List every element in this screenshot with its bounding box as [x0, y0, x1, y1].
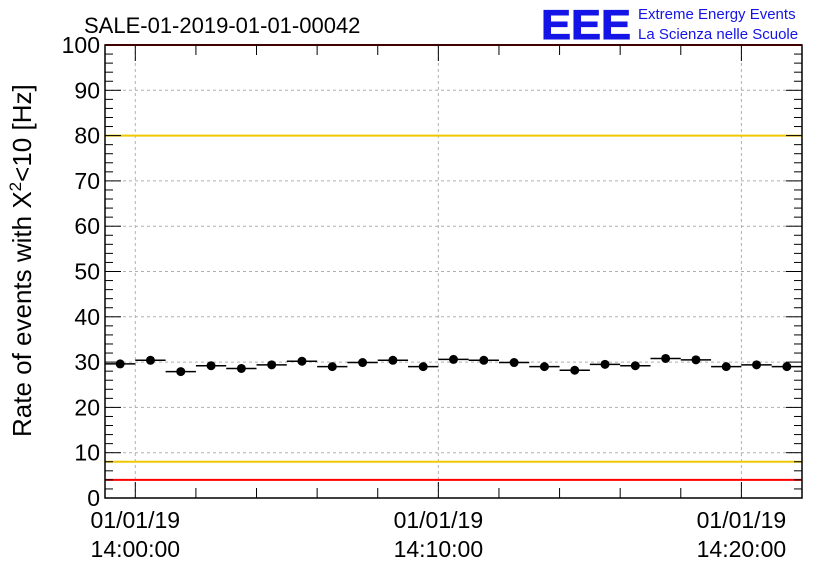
logo-line-1: Extreme Energy Events	[638, 6, 796, 23]
data-point	[347, 358, 378, 368]
y-tick-labels: 0 10 20 30 40 50 60 70 80 90 100	[62, 32, 100, 511]
data-point	[680, 355, 712, 365]
y-axis-title-main: Rate of events with X	[7, 191, 37, 437]
data-point	[135, 355, 166, 365]
point-marker	[752, 360, 762, 370]
data-point	[529, 362, 560, 372]
point-marker	[115, 359, 125, 369]
point-marker	[479, 355, 489, 365]
point-marker	[418, 362, 428, 372]
y-tick-label: 50	[74, 259, 100, 285]
logo-line-2: La Scienza nelle Scuole	[638, 26, 798, 43]
data-point	[377, 355, 409, 365]
point-marker	[570, 365, 580, 375]
point-marker	[327, 362, 337, 372]
point-marker	[721, 362, 731, 372]
data-point	[559, 365, 590, 375]
point-marker	[388, 355, 398, 365]
y-tick-label: 70	[74, 168, 100, 194]
point-marker	[449, 354, 458, 364]
point-marker	[145, 355, 155, 365]
point-marker	[782, 362, 792, 372]
data-point	[195, 361, 227, 371]
x-tick-labels: 01/01/19 14:00:00 01/01/19 14:10:00 01/01/19…	[91, 507, 787, 562]
y-tick-label: 90	[74, 77, 100, 103]
logo-letters: EEE	[541, 1, 631, 48]
point-marker	[539, 362, 549, 372]
y-tick-label: 40	[74, 304, 100, 330]
point-marker	[206, 361, 216, 371]
y-tick-label: 60	[74, 213, 100, 239]
point-marker	[176, 367, 186, 377]
y-tick-label: 10	[74, 440, 100, 466]
data-point	[498, 358, 530, 368]
point-marker	[691, 355, 701, 365]
y-tick-label: 0	[87, 485, 100, 511]
y-axis-title-tail: <10 [Hz]	[7, 84, 37, 182]
x-tick-label-date: 01/01/19	[394, 507, 484, 533]
data-point	[620, 361, 651, 371]
grid	[105, 45, 802, 498]
x-tick-label-time: 14:20:00	[697, 536, 787, 562]
data-point	[105, 359, 136, 369]
data-point	[771, 362, 802, 372]
point-marker	[600, 359, 610, 369]
x-tick-label-time: 14:00:00	[91, 536, 181, 562]
y-axis-title-superscript: 2	[6, 182, 25, 191]
point-marker	[267, 360, 277, 370]
data-point	[226, 363, 257, 373]
point-marker	[358, 358, 368, 368]
x-tick-label-date: 01/01/19	[697, 507, 787, 533]
point-marker	[509, 358, 519, 368]
data-point	[650, 353, 681, 363]
data-points	[105, 353, 802, 377]
data-point	[468, 355, 499, 365]
reference-lines	[105, 44, 802, 481]
data-point	[711, 362, 742, 372]
point-marker	[661, 353, 671, 363]
data-point	[317, 362, 348, 372]
point-marker	[297, 356, 307, 366]
point-marker	[630, 361, 640, 371]
x-tick-label-date: 01/01/19	[91, 507, 181, 533]
x-tick-label-time: 14:10:00	[394, 536, 484, 562]
data-point	[256, 360, 287, 370]
data-point	[286, 356, 318, 366]
y-axis-title: Rate of events with X2<10 [Hz]	[6, 84, 37, 437]
data-point	[165, 367, 196, 377]
y-tick-label: 30	[74, 349, 100, 375]
y-tick-label: 100	[62, 32, 100, 58]
data-point	[438, 354, 469, 364]
y-tick-label: 80	[74, 123, 100, 149]
eee-logo: EEE Extreme Energy Events La Scienza nel…	[541, 1, 799, 49]
y-tick-label: 20	[74, 394, 100, 420]
data-point	[589, 359, 621, 369]
point-marker	[236, 363, 246, 373]
data-point	[741, 360, 772, 370]
chart-title: SALE-01-2019-01-01-00042	[84, 13, 360, 38]
axis-ticks	[105, 44, 803, 499]
data-point	[408, 362, 439, 372]
